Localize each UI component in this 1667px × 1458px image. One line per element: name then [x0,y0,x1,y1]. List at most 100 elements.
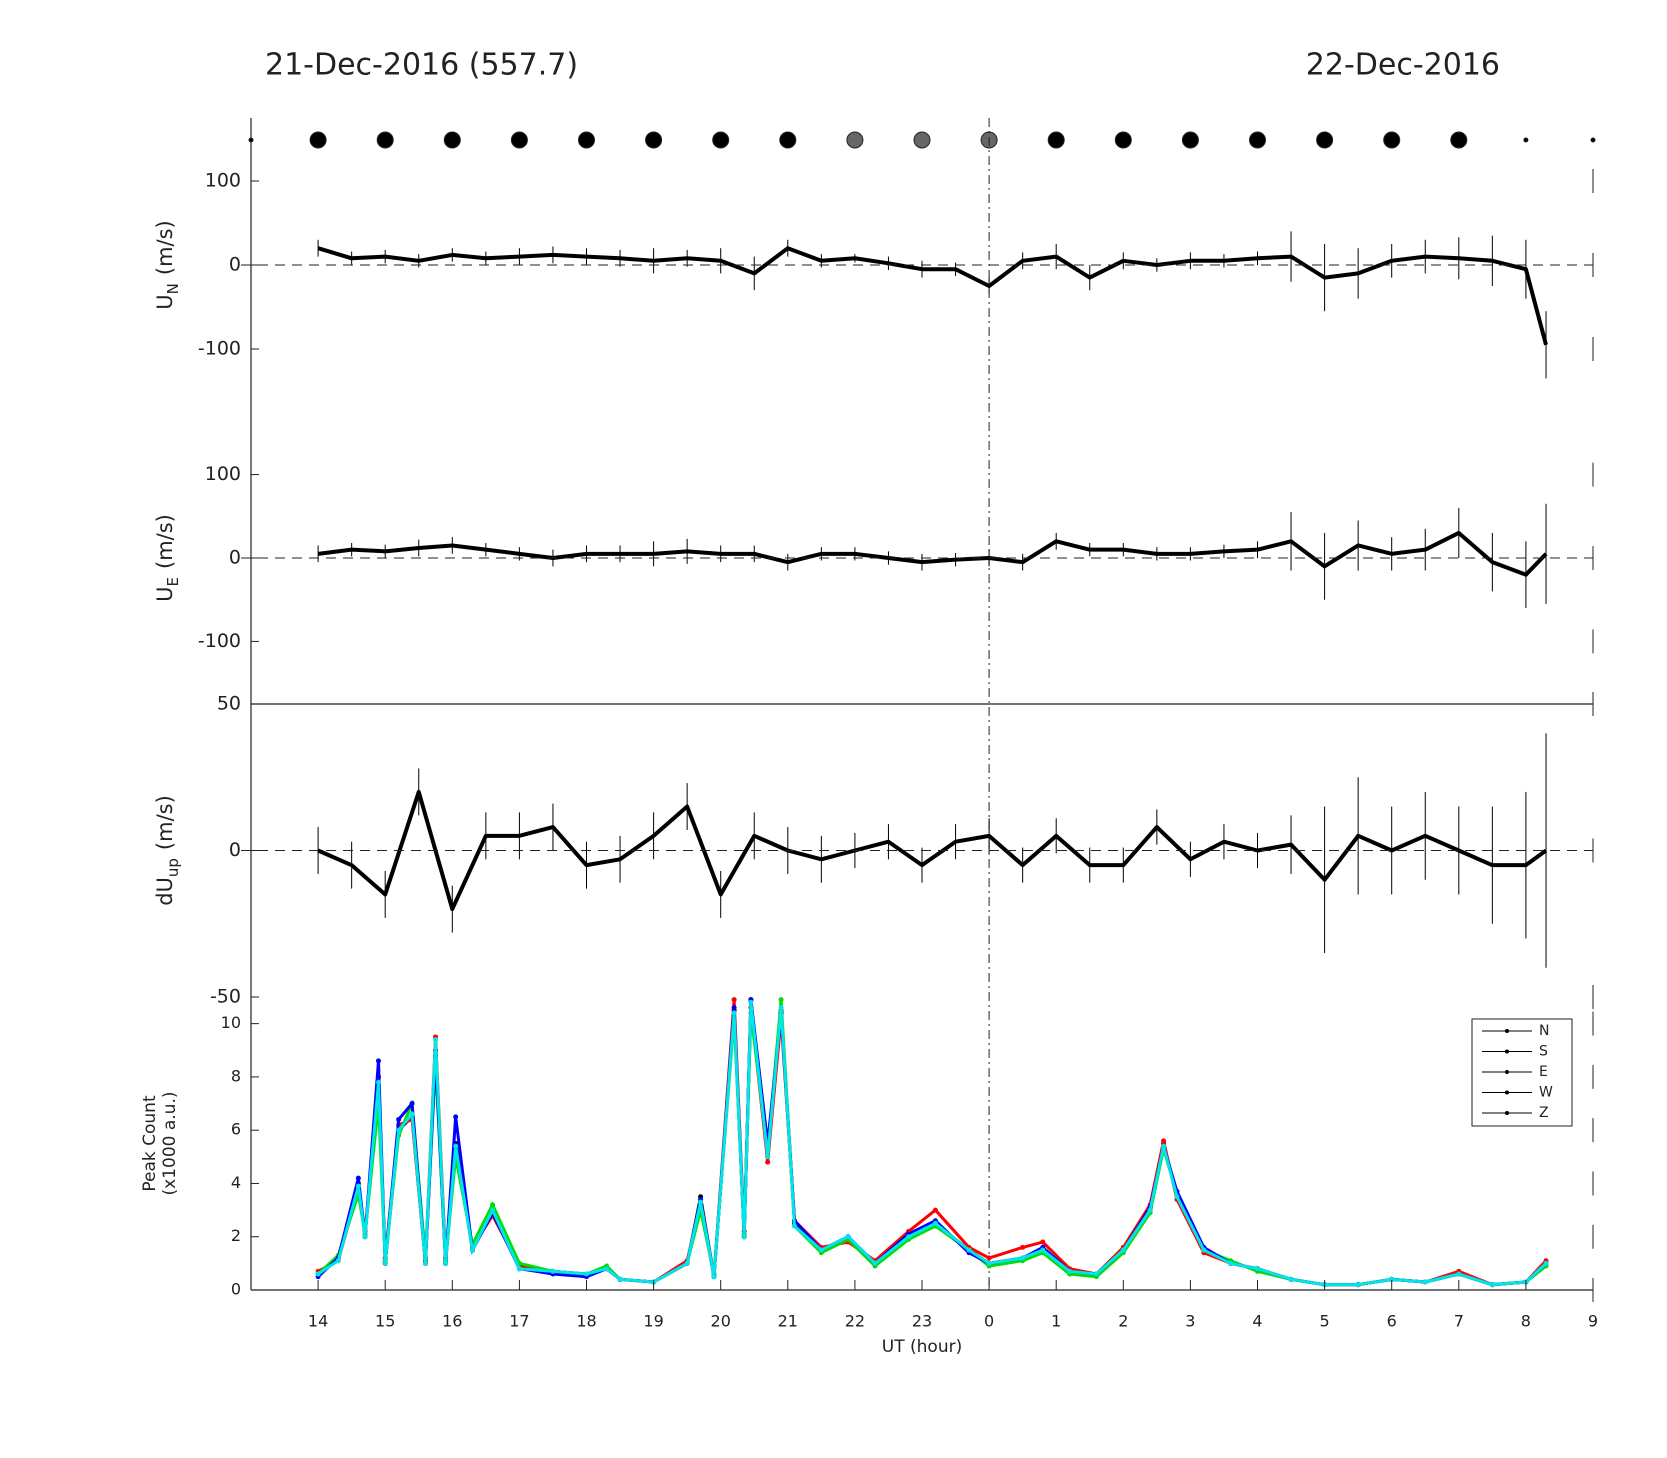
series-point [1355,1282,1361,1288]
x-tick-label: 16 [442,1312,462,1331]
series-point [818,1247,824,1253]
legend-label: W [1539,1085,1553,1101]
series-point [1120,1247,1126,1253]
series-line [317,999,1548,1287]
series-point [382,1260,388,1266]
y-tick-label: 0 [229,254,241,276]
legend-dot [1505,1090,1509,1095]
y-label-sub: E [164,577,182,586]
series-point [617,1276,623,1282]
y-tick-label: 6 [231,1120,241,1139]
panel [315,997,1549,1288]
series-point [490,1207,496,1213]
series-point [1422,1279,1428,1285]
sky-marker [1383,131,1401,149]
series-point [1020,1255,1026,1261]
sky-marker [1316,131,1334,149]
y-tick-label: -100 [198,338,241,360]
x-tick-label: 8 [1521,1312,1531,1331]
series-point [490,1202,496,1208]
series-point [409,1111,415,1117]
x-tick-label: 20 [711,1312,731,1331]
legend-dot [1505,1070,1509,1074]
series-point [453,1114,459,1120]
series-point [396,1117,402,1123]
sky-marker [1114,131,1132,149]
y-tick-label: 50 [217,693,241,715]
sky-marker [1590,137,1596,143]
x-tick-label: 3 [1185,1312,1195,1331]
sky-marker [1047,131,1065,149]
x-tick-label: 2 [1118,1312,1128,1331]
series-point [453,1143,459,1149]
series-point [792,1223,798,1229]
x-tick-label: 18 [576,1312,596,1331]
series-point [1161,1138,1167,1144]
series-point [315,1271,321,1277]
y-label-unit: (m/s) [153,795,177,850]
x-tick-label: 5 [1320,1312,1330,1331]
series-point [731,1010,737,1016]
panel [317,503,1548,609]
series-point [375,1058,381,1064]
sky-marker [846,131,864,149]
y-axis-label: UE (m/s) [153,514,182,602]
x-tick-label: 4 [1252,1312,1262,1331]
x-tick-label: 21 [778,1312,798,1331]
x-tick-label: 6 [1387,1312,1397,1331]
series-line [317,789,1548,912]
sky-marker [779,131,797,149]
series-point [778,1005,784,1011]
series-point [1288,1276,1294,1282]
sky-marker [309,131,327,149]
series-line [317,1002,1548,1287]
chart-title-right: 22-Dec-2016 [1306,48,1500,83]
x-tick-label: 7 [1454,1312,1464,1331]
x-tick-label: 0 [984,1312,994,1331]
sky-marker [712,131,730,149]
x-tick-label: 23 [912,1312,932,1331]
sky-marker [1450,131,1468,149]
sky-marker [443,131,461,149]
chart-title: 21-Dec-2016 (557.7) [265,48,578,83]
series-point [422,1260,428,1266]
series-point [469,1247,475,1253]
y-label-main: U [153,586,177,601]
panel [317,231,1548,379]
y-label-sub: N [164,283,182,294]
y-axis-label: Peak Count [140,1095,160,1192]
series-point [362,1234,368,1240]
legend-dot [1505,1111,1509,1115]
panel [317,733,1548,968]
x-tick-label: 9 [1588,1312,1598,1331]
series-point [765,1159,771,1165]
legend-label: Z [1539,1105,1549,1121]
y-tick-label: -100 [198,630,241,652]
x-tick-label: 15 [375,1312,395,1331]
series-point [1255,1266,1260,1272]
series-point [335,1258,341,1264]
y-label-unit: (m/s) [153,220,177,275]
series-point [731,1005,737,1011]
sky-marker [1181,131,1199,149]
sky-marker [1249,131,1266,149]
sky-marker [1523,137,1529,143]
x-tick-label: 22 [845,1312,865,1331]
y-tick-label: 10 [221,1013,241,1032]
sky-marker [578,131,595,149]
series-point [1543,1260,1549,1266]
series-point [986,1255,992,1261]
legend-label: E [1539,1064,1548,1080]
x-tick-label: 19 [643,1312,663,1331]
y-axis-label: dUup (m/s) [153,795,182,906]
series-line [317,530,1548,577]
series-point [1067,1268,1073,1274]
y-label-unit: (m/s) [153,514,177,569]
y-tick-label: 8 [231,1066,241,1085]
y-tick-label: 0 [231,1280,241,1299]
y-tick-label: 4 [231,1173,241,1192]
series-point [711,1274,717,1280]
series-point [966,1247,972,1253]
legend-dot [1505,1029,1509,1033]
